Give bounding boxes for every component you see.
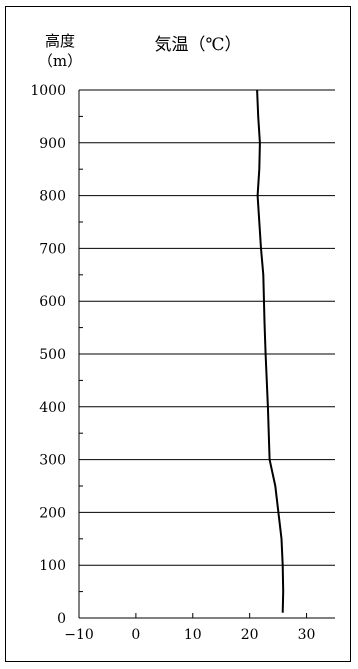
y-tick-label: 200 bbox=[39, 505, 66, 521]
y-tick-label: 400 bbox=[39, 400, 66, 416]
chart-frame bbox=[5, 6, 351, 662]
y-tick-label: 900 bbox=[39, 136, 66, 152]
temperature-profile-line bbox=[256, 89, 285, 613]
y-tick-label: 0 bbox=[57, 611, 66, 627]
chart-title: 気温（℃） bbox=[154, 35, 241, 55]
x-tick-label: −10 bbox=[64, 627, 94, 643]
y-axis-label-line2: （m） bbox=[38, 52, 82, 70]
y-tick-label: 700 bbox=[39, 241, 66, 257]
y-tick-label: 800 bbox=[39, 189, 66, 205]
y-tick-label: 1000 bbox=[30, 83, 66, 99]
y-axis-label-line1: 高度 bbox=[45, 32, 75, 50]
y-tick-label: 300 bbox=[39, 453, 66, 469]
x-tick-label: 30 bbox=[298, 627, 316, 643]
y-tick-label: 500 bbox=[39, 347, 66, 363]
y-tick-label: 100 bbox=[39, 558, 66, 574]
y-tick-label: 600 bbox=[39, 294, 66, 310]
x-tick-label: 0 bbox=[131, 627, 140, 643]
x-tick-label: 10 bbox=[184, 627, 202, 643]
x-tick-label: 20 bbox=[241, 627, 259, 643]
